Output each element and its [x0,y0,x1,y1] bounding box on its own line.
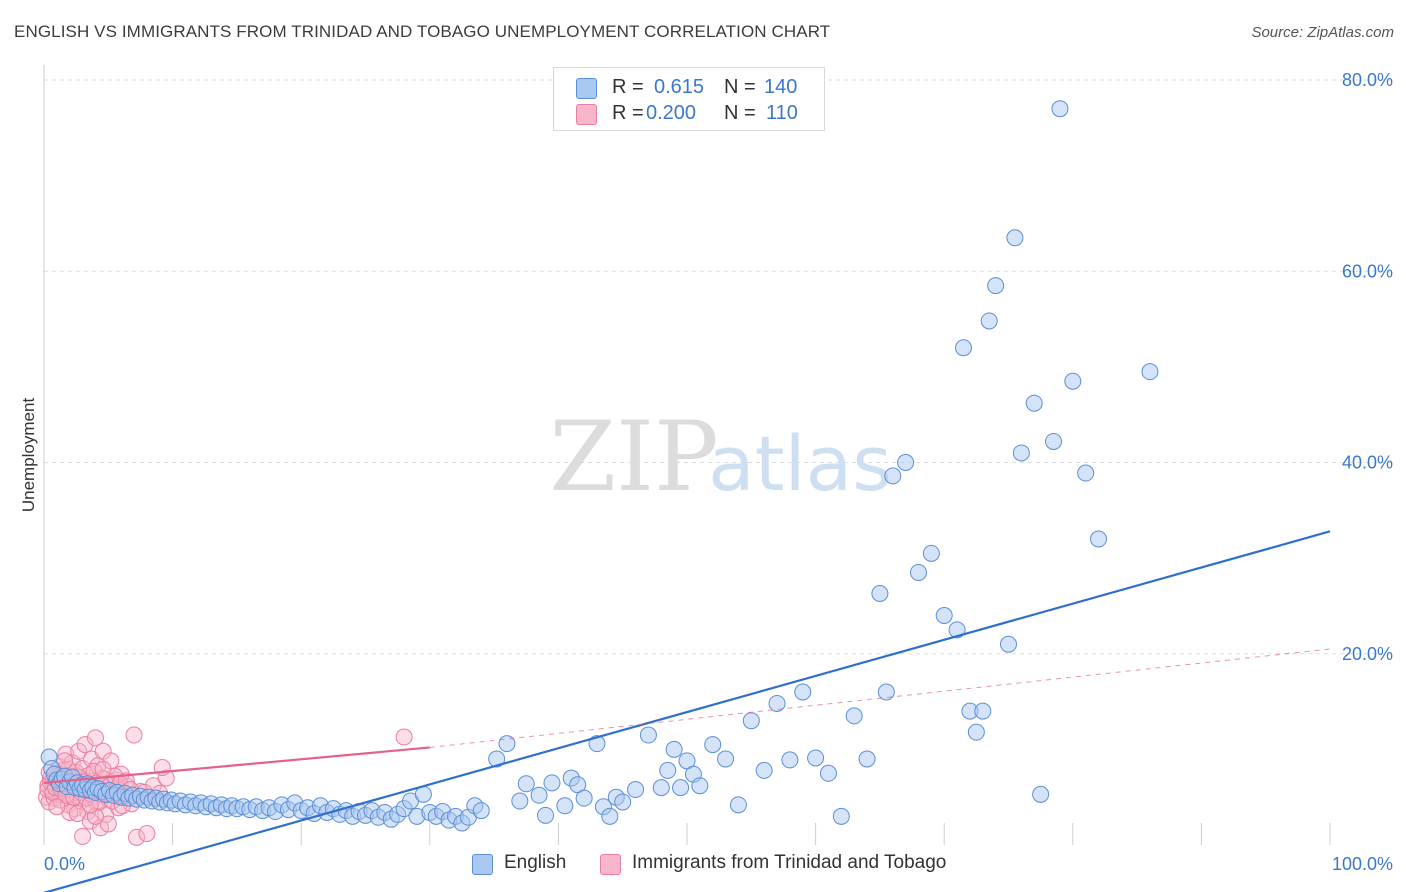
english-point [922,544,940,562]
trinidad-trend-line [43,746,430,784]
english-point [614,793,632,811]
r-value-english: 0.615 [654,76,705,98]
english-point [665,740,683,758]
english-point [1141,363,1159,381]
english-point [1064,372,1082,390]
y-tick-label: 20.0% [1342,644,1393,664]
english-point [1045,432,1063,450]
english-point [858,750,876,768]
english-point [755,761,773,779]
english-point [742,712,760,730]
english-point [729,796,747,814]
chart-title: ENGLISH VS IMMIGRANTS FROM TRINIDAD AND … [14,22,831,41]
y-axis-label: Unemployment [19,398,38,513]
english-point [717,750,735,768]
english-point [845,707,863,725]
n-value-trinidad: 110 [766,102,798,124]
y-tick-label: 80.0% [1342,70,1393,90]
english-point [1090,530,1108,548]
trinidad-point [128,828,146,846]
english-point [691,777,709,795]
english-point [954,339,972,357]
trinidad-point [68,804,86,822]
legend-english-swatch [472,854,493,875]
trinidad-point [74,827,92,845]
english-point [987,277,1005,295]
english-point [672,779,690,797]
english-point [1032,785,1050,803]
english-point [1000,635,1017,653]
english-point [575,789,593,807]
english-point [871,585,889,603]
english-point [652,779,670,797]
english-point [543,774,561,792]
n-label-trinidad: N = [724,102,756,124]
trinidad-trend-extension [429,648,1331,748]
y-tick-label: 60.0% [1342,261,1393,281]
english-point [832,807,850,825]
english-point [948,621,966,639]
english-trend-line [43,530,1331,892]
legend-trinidad-label: Immigrants from Trinidad and Tobago [632,852,947,873]
trinidad-point [138,825,156,843]
english-point [1025,394,1043,412]
x-tick-label: 100.0% [1332,854,1393,874]
watermark-zip: ZIP [549,401,718,513]
n-value-english: 140 [764,76,798,98]
english-point [659,761,677,779]
english-point [556,797,574,815]
english-point [884,467,902,485]
english-point [1051,100,1069,118]
watermark-atlas: atlas [708,419,892,508]
x-tick-label: 0.0% [44,854,85,874]
trinidad-point [395,728,413,746]
english-point [472,802,490,820]
trinidad-point [157,769,175,787]
legend-english-label: English [504,852,567,873]
english-point [530,786,548,804]
legend-trinidad-swatch [600,854,621,875]
english-point [909,563,927,581]
stats-legend: R = 0.615 N = 140 R = 0.200 N = 110 [553,67,825,131]
trinidad-point [76,736,94,754]
trinidad-point [86,729,104,747]
english-point [794,683,812,701]
english-point [627,781,645,799]
trinidad-point [94,760,112,778]
english-point [807,749,825,767]
english-point [488,750,506,768]
english-point [877,683,895,701]
english-point [974,702,992,720]
english-point [768,694,786,712]
trinidad-point [70,742,88,760]
english-point [1077,464,1095,482]
r-label-english: R = [612,76,644,98]
english-point [704,736,722,754]
trinidad-point [48,798,66,816]
english-point [935,607,953,624]
english-point [781,751,799,769]
r-value-trinidad: 0.200 [646,102,697,124]
english-point [1012,444,1030,462]
english-point [639,726,657,744]
trinidad-point [99,815,117,833]
english-point [537,806,555,824]
english-point [897,454,915,471]
source-note: Source: ZipAtlas.com [1251,24,1394,41]
trinidad-point [125,726,143,744]
english-swatch [576,78,597,99]
english-point [980,312,998,330]
english-point [1006,229,1024,247]
y-tick-label: 40.0% [1342,453,1393,473]
english-point [601,807,619,825]
english-point [511,792,529,810]
trinidad-swatch [576,104,597,125]
english-point [967,723,985,741]
english-point [517,775,535,793]
n-label-english: N = [724,76,756,98]
english-point [819,764,837,782]
r-label-trinidad: R = [612,102,644,124]
